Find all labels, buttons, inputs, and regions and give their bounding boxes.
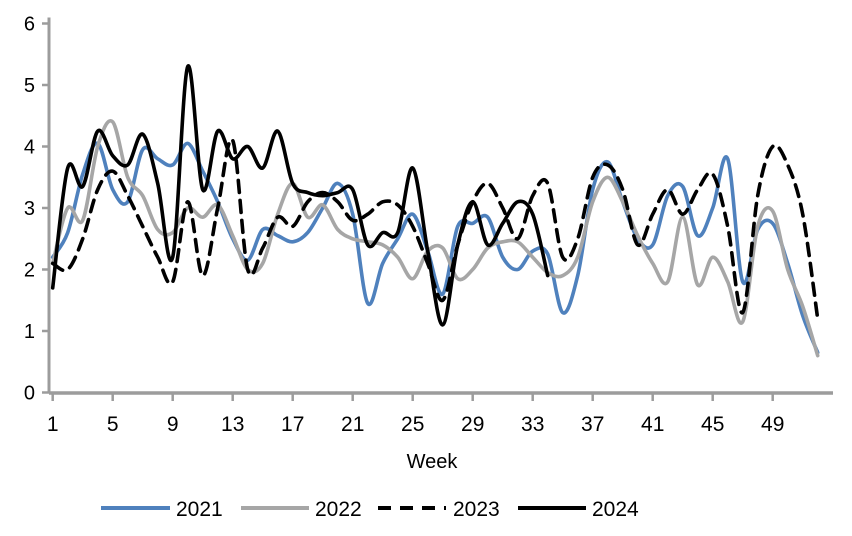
x-tick-label: 13 <box>221 413 244 436</box>
x-tick-label: 9 <box>167 413 179 436</box>
legend-label-2022: 2022 <box>315 498 362 521</box>
legend-label-2021: 2021 <box>176 498 223 521</box>
legend: 2021 2022 2023 2024 <box>101 498 639 521</box>
x-tick-label: 5 <box>107 413 119 436</box>
y-tick-label: 2 <box>24 260 35 282</box>
legend-label-2024: 2024 <box>592 498 639 521</box>
series-line-2022 <box>50 119 820 358</box>
series-lines <box>50 64 820 358</box>
y-tick-label: 5 <box>24 75 35 97</box>
x-tick-label: 37 <box>581 413 604 436</box>
legend-label-2023: 2023 <box>453 498 500 521</box>
y-tick-label: 4 <box>24 137 35 159</box>
series-line-2024 <box>50 64 550 327</box>
x-tick-label: 45 <box>701 413 724 436</box>
y-tick-label: 0 <box>24 383 35 405</box>
series-line-2021 <box>50 141 820 355</box>
x-tick-label: 21 <box>341 413 364 436</box>
y-tick-label: 6 <box>24 14 35 36</box>
x-tick-label: 41 <box>641 413 664 436</box>
x-tick-label: 1 <box>47 413 59 436</box>
y-tick-label: 1 <box>24 321 35 343</box>
x-tick-label: 49 <box>761 413 784 436</box>
x-axis-title: Week <box>407 451 459 473</box>
x-tick-label: 25 <box>401 413 424 436</box>
x-tick-label: 29 <box>461 413 484 436</box>
x-tick-label: 33 <box>521 413 544 436</box>
axes <box>42 17 833 401</box>
x-tick-label: 17 <box>281 413 304 436</box>
y-tick-label: 3 <box>24 198 35 220</box>
